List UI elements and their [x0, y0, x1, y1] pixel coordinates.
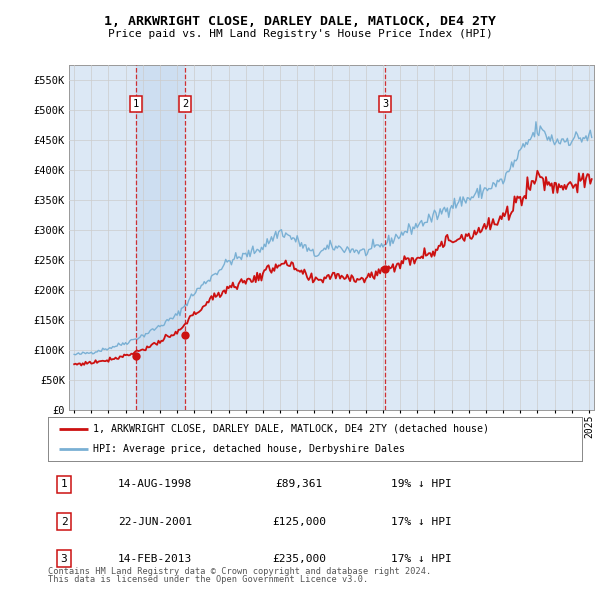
Text: 22-JUN-2001: 22-JUN-2001	[118, 517, 192, 526]
Text: 2: 2	[61, 517, 67, 526]
Text: £89,361: £89,361	[275, 480, 323, 489]
Text: HPI: Average price, detached house, Derbyshire Dales: HPI: Average price, detached house, Derb…	[94, 444, 406, 454]
Text: 1, ARKWRIGHT CLOSE, DARLEY DALE, MATLOCK, DE4 2TY: 1, ARKWRIGHT CLOSE, DARLEY DALE, MATLOCK…	[104, 15, 496, 28]
Text: 3: 3	[61, 554, 67, 563]
Text: 19% ↓ HPI: 19% ↓ HPI	[391, 480, 452, 489]
Text: £235,000: £235,000	[272, 554, 326, 563]
Text: 2: 2	[182, 99, 188, 109]
Bar	[136, 65, 185, 410]
Text: £125,000: £125,000	[272, 517, 326, 526]
Text: 1: 1	[61, 480, 67, 489]
Text: 1, ARKWRIGHT CLOSE, DARLEY DALE, MATLOCK, DE4 2TY (detached house): 1, ARKWRIGHT CLOSE, DARLEY DALE, MATLOCK…	[94, 424, 490, 434]
Text: Price paid vs. HM Land Registry's House Price Index (HPI): Price paid vs. HM Land Registry's House …	[107, 30, 493, 39]
Text: 17% ↓ HPI: 17% ↓ HPI	[391, 517, 452, 526]
Text: 17% ↓ HPI: 17% ↓ HPI	[391, 554, 452, 563]
Text: Contains HM Land Registry data © Crown copyright and database right 2024.: Contains HM Land Registry data © Crown c…	[48, 566, 431, 576]
Text: 3: 3	[382, 99, 388, 109]
Text: 14-AUG-1998: 14-AUG-1998	[118, 480, 192, 489]
Text: This data is licensed under the Open Government Licence v3.0.: This data is licensed under the Open Gov…	[48, 575, 368, 585]
Text: 14-FEB-2013: 14-FEB-2013	[118, 554, 192, 563]
Text: 1: 1	[133, 99, 139, 109]
